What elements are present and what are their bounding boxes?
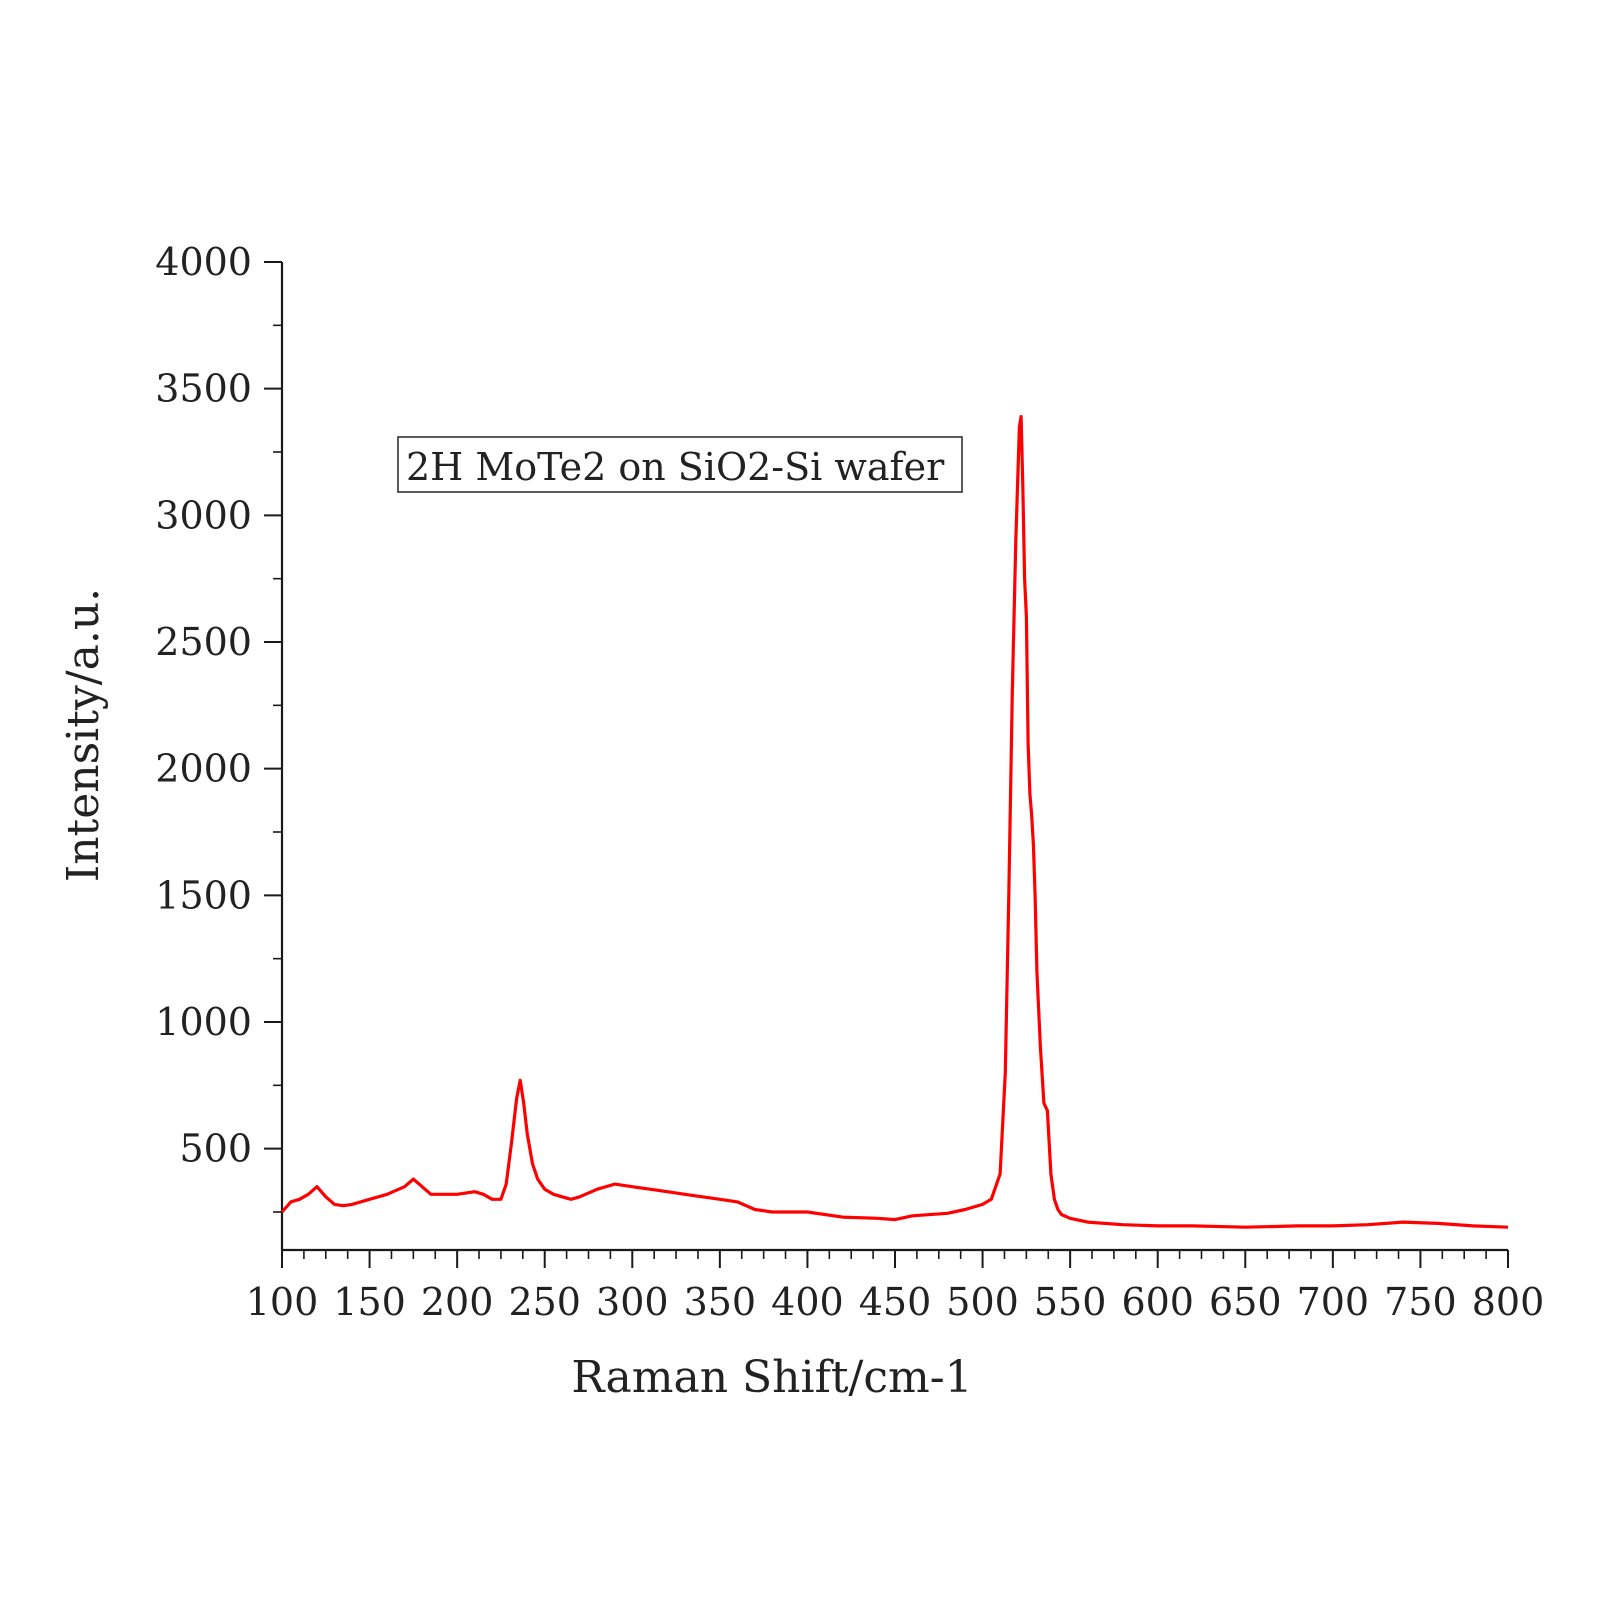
y-axis-title: Intensity/a.u.	[58, 588, 109, 882]
y-tick-label: 3500	[155, 367, 252, 411]
x-tick-label: 200	[421, 1280, 494, 1324]
y-tick-label: 2000	[155, 747, 252, 791]
spectrum-line	[280, 414, 1509, 1229]
x-tick-label: 250	[508, 1280, 581, 1324]
y-tick-label: 1000	[155, 1000, 252, 1044]
y-tick-label: 2500	[155, 620, 252, 664]
x-tick-label: 600	[1121, 1280, 1194, 1324]
x-axis-title: Raman Shift/cm-1	[571, 1352, 972, 1403]
x-tick-label: 350	[684, 1280, 757, 1324]
x-tick-label: 500	[946, 1280, 1019, 1324]
y-axis: 500 1000 1500 2000 2500 3000 3500 4000	[155, 240, 284, 1250]
x-tick-label: 400	[771, 1280, 844, 1324]
x-tick-label: 450	[859, 1280, 932, 1324]
y-tick-label: 500	[179, 1127, 252, 1171]
annotation-box: 2H MoTe2 on SiO2-Si wafer	[397, 436, 963, 493]
x-tick-label: 550	[1034, 1280, 1107, 1324]
x-tick-label: 300	[596, 1280, 669, 1324]
plot-area	[280, 414, 1509, 1229]
x-tick-label: 750	[1384, 1280, 1457, 1324]
x-tick-label: 150	[333, 1280, 406, 1324]
y-tick-label: 3000	[155, 493, 252, 537]
x-axis: 100 150 200 250 300 350 400 450 500 550 600 650 700 7…	[246, 1248, 1545, 1324]
x-tick-label: 800	[1472, 1280, 1545, 1324]
annotation-text: 2H MoTe2 on SiO2-Si wafer	[406, 445, 945, 489]
x-tick-label: 100	[246, 1280, 319, 1324]
y-tick-label: 4000	[155, 240, 252, 284]
x-tick-label: 700	[1297, 1280, 1370, 1324]
y-tick-label: 1500	[155, 873, 252, 917]
x-tick-label: 650	[1209, 1280, 1282, 1324]
